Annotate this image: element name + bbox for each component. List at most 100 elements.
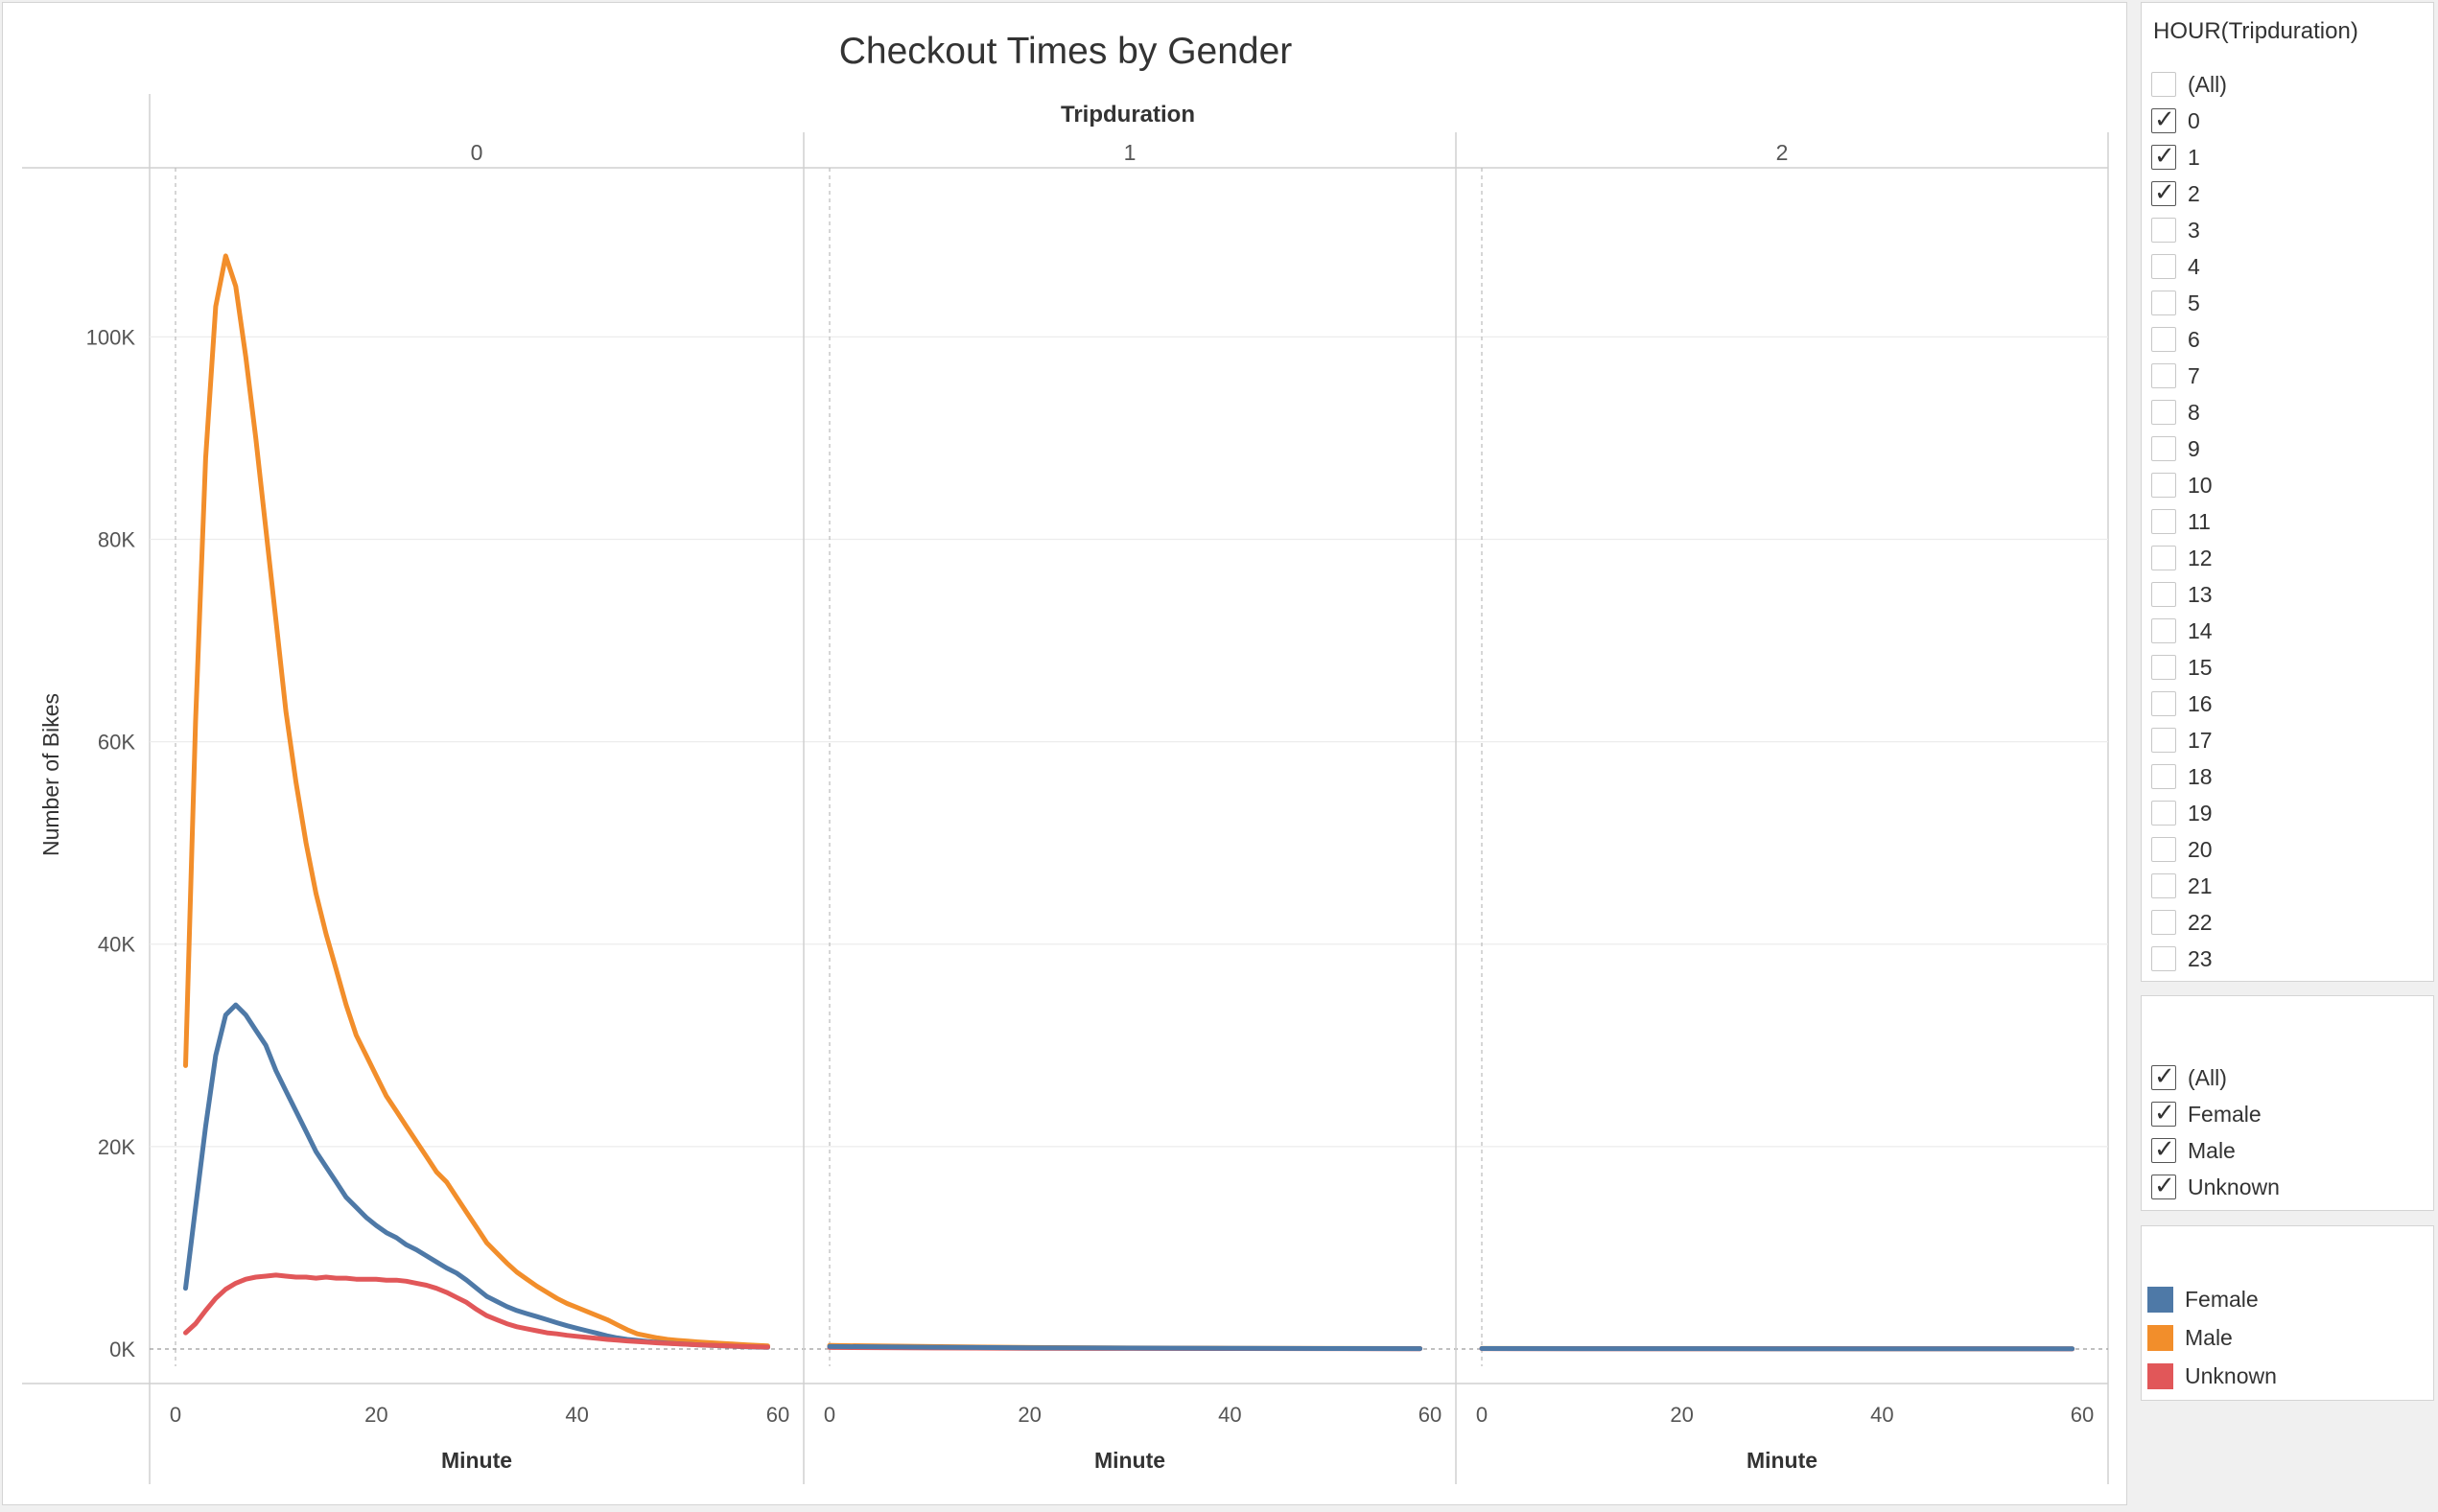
hour-filter-item[interactable]: 3: [2151, 212, 2433, 248]
hour-filter-checkbox[interactable]: ✓: [2151, 142, 2176, 171]
gender-filter-checkbox[interactable]: ✓: [2151, 1135, 2176, 1164]
hour-filter-label: 18: [2188, 763, 2213, 789]
hour-filter-label: 13: [2188, 581, 2213, 607]
panel-header-label: 2: [1776, 140, 1789, 165]
legend-panel: Female Male Unknown: [2141, 1225, 2434, 1401]
hour-filter-checkbox[interactable]: ✓: [2151, 105, 2176, 134]
gender-filter-item[interactable]: ✓ Female: [2151, 1096, 2433, 1132]
hour-filter-item[interactable]: ✓ 0: [2151, 103, 2433, 139]
hour-filter-item[interactable]: 7: [2151, 358, 2433, 394]
hour-filter-checkbox[interactable]: [2151, 327, 2176, 352]
gender-filter-item[interactable]: ✓ Male: [2151, 1132, 2433, 1169]
y-tick-label: 0K: [109, 1338, 135, 1361]
y-tick-label: 60K: [98, 731, 135, 755]
hour-filter-checkbox[interactable]: [2151, 801, 2176, 826]
hour-filter-checkbox[interactable]: ✓: [2151, 178, 2176, 207]
hour-filter-item[interactable]: 13: [2151, 576, 2433, 613]
hour-filter-item[interactable]: ✓ 2: [2151, 175, 2433, 212]
hour-filter-label: 15: [2188, 654, 2213, 680]
legend-label: Unknown: [2185, 1362, 2277, 1388]
hour-filter-label: 12: [2188, 545, 2213, 570]
hour-filter-checkbox[interactable]: [2151, 436, 2176, 461]
hour-filter-checkbox[interactable]: [2151, 218, 2176, 243]
hour-filter-label: 23: [2188, 945, 2213, 971]
hour-filter-item[interactable]: 15: [2151, 649, 2433, 686]
hour-filter-checkbox[interactable]: [2151, 254, 2176, 279]
x-tick-label: 40: [1218, 1403, 1241, 1427]
hour-filter-item[interactable]: 10: [2151, 467, 2433, 503]
hour-filter-item[interactable]: 8: [2151, 394, 2433, 430]
x-tick-label: 60: [766, 1403, 789, 1427]
hour-filter-item[interactable]: 19: [2151, 795, 2433, 831]
check-icon: ✓: [2154, 142, 2175, 171]
hour-filter-item[interactable]: 20: [2151, 831, 2433, 868]
y-tick-label: 80K: [98, 527, 135, 551]
hour-filter-item[interactable]: (All): [2151, 66, 2433, 103]
gender-filter-checkbox[interactable]: ✓: [2151, 1099, 2176, 1128]
x-tick-label: 0: [824, 1403, 835, 1427]
hour-filter-checkbox[interactable]: [2151, 72, 2176, 97]
legend-swatch: [2147, 1324, 2173, 1351]
x-tick-label: 20: [364, 1403, 387, 1427]
legend-item-unknown[interactable]: Unknown: [2147, 1357, 2277, 1395]
hour-filter-label: 8: [2188, 399, 2200, 425]
hour-filter-checkbox[interactable]: [2151, 837, 2176, 862]
legend-list: Female Male Unknown: [2147, 1280, 2277, 1395]
hour-filter-checkbox[interactable]: [2151, 764, 2176, 789]
hour-filter-checkbox[interactable]: [2151, 910, 2176, 935]
hour-filter-label: 16: [2188, 690, 2213, 716]
hour-filter-checkbox[interactable]: [2151, 473, 2176, 498]
hour-filter-item[interactable]: 18: [2151, 758, 2433, 795]
panel-header-label: 0: [471, 140, 483, 165]
gender-filter-panel: ✓ (All) ✓ Female ✓ Male ✓ Unknown: [2141, 995, 2434, 1211]
y-tick-label: 20K: [98, 1135, 135, 1159]
y-tick-label: 40K: [98, 933, 135, 957]
legend-swatch: [2147, 1362, 2173, 1389]
hour-filter-checkbox[interactable]: [2151, 728, 2176, 753]
gender-filter-label: Unknown: [2188, 1174, 2280, 1199]
hour-filter-item[interactable]: 4: [2151, 248, 2433, 285]
column-header-title: Tripduration: [1061, 102, 1195, 128]
hour-filter-checkbox[interactable]: [2151, 363, 2176, 388]
hour-filter-item[interactable]: 5: [2151, 285, 2433, 321]
hour-filter-item[interactable]: 12: [2151, 540, 2433, 576]
gender-filter-checkbox[interactable]: ✓: [2151, 1062, 2176, 1091]
hour-filter-checkbox[interactable]: [2151, 582, 2176, 607]
hour-filter-checkbox[interactable]: [2151, 291, 2176, 315]
hour-filter-label: 14: [2188, 617, 2213, 643]
x-axis-label: Minute: [1746, 1448, 1817, 1473]
hour-filter-checkbox[interactable]: [2151, 509, 2176, 534]
y-tick-label: 100K: [86, 325, 136, 349]
hour-filter-checkbox[interactable]: [2151, 691, 2176, 716]
hour-filter-item[interactable]: 17: [2151, 722, 2433, 758]
hour-filter-item[interactable]: 21: [2151, 868, 2433, 904]
hour-filter-label: 21: [2188, 872, 2213, 898]
check-icon: ✓: [2154, 1172, 2175, 1200]
x-tick-label: 0: [170, 1403, 181, 1427]
hour-filter-checkbox[interactable]: [2151, 873, 2176, 898]
gender-filter-item[interactable]: ✓ Unknown: [2151, 1169, 2433, 1205]
gender-filter-item[interactable]: ✓ (All): [2151, 1059, 2433, 1096]
hour-filter-item[interactable]: 6: [2151, 321, 2433, 358]
hour-filter-item[interactable]: 9: [2151, 430, 2433, 467]
series-line-female: [183, 1002, 770, 1350]
gender-filter-checkbox[interactable]: ✓: [2151, 1172, 2176, 1200]
hour-filter-label: 2: [2188, 180, 2200, 206]
hour-filter-item[interactable]: 16: [2151, 686, 2433, 722]
hour-filter-checkbox[interactable]: [2151, 946, 2176, 971]
series-line-male: [183, 253, 770, 1349]
hour-filter-checkbox[interactable]: [2151, 546, 2176, 570]
hour-filter-checkbox[interactable]: [2151, 618, 2176, 643]
hour-filter-item[interactable]: ✓ 1: [2151, 139, 2433, 175]
hour-filter-item[interactable]: 11: [2151, 503, 2433, 540]
gender-filter-label: (All): [2188, 1064, 2227, 1090]
hour-filter-item[interactable]: 22: [2151, 904, 2433, 941]
legend-item-male[interactable]: Male: [2147, 1318, 2277, 1357]
check-icon: ✓: [2154, 1099, 2175, 1128]
hour-filter-item[interactable]: 14: [2151, 613, 2433, 649]
x-tick-label: 20: [1018, 1403, 1041, 1427]
hour-filter-checkbox[interactable]: [2151, 655, 2176, 680]
hour-filter-item[interactable]: 23: [2151, 941, 2433, 977]
hour-filter-checkbox[interactable]: [2151, 400, 2176, 425]
legend-item-female[interactable]: Female: [2147, 1280, 2277, 1318]
